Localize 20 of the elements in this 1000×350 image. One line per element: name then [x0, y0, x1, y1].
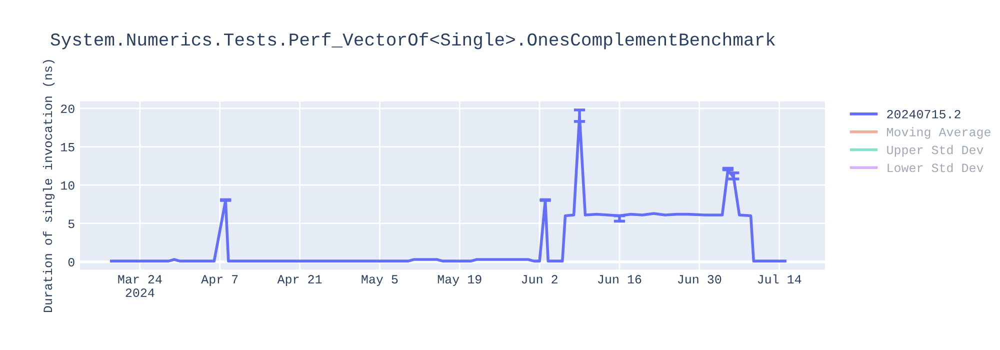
x-tick-label: Mar 24 2024	[118, 275, 162, 298]
x-tick-label: Apr 7	[201, 275, 238, 286]
legend-label: 20240715.2	[887, 110, 960, 118]
x-tick-label: Jun 16	[598, 275, 642, 284]
legend-label: Upper Std Dev	[887, 145, 984, 157]
y-tick-label: 15	[61, 143, 74, 152]
x-tick-label: Jul 14	[758, 274, 802, 284]
legend-label: Lower Std Dev	[888, 162, 984, 172]
x-tick-label: May 5	[362, 275, 398, 286]
legend-label: Moving Average	[887, 127, 990, 139]
x-tick-label: Jun 2	[522, 275, 558, 284]
y-tick-label: 0	[68, 258, 74, 266]
chart-title: System.Numerics.Tests.Perf_VectorOf<Single>.OnesComplementBenchmark	[50, 32, 776, 50]
x-tick-label: Apr 21	[277, 275, 322, 286]
x-tick-label: May 19	[438, 275, 482, 286]
y-axis-title: Duration of single invocation (ns)	[42, 60, 55, 312]
y-tick-label: 10	[61, 181, 74, 190]
y-tick-label: 20	[61, 104, 74, 114]
x-tick-label: Jun 30	[678, 275, 722, 284]
y-tick-label: 5	[68, 220, 74, 228]
